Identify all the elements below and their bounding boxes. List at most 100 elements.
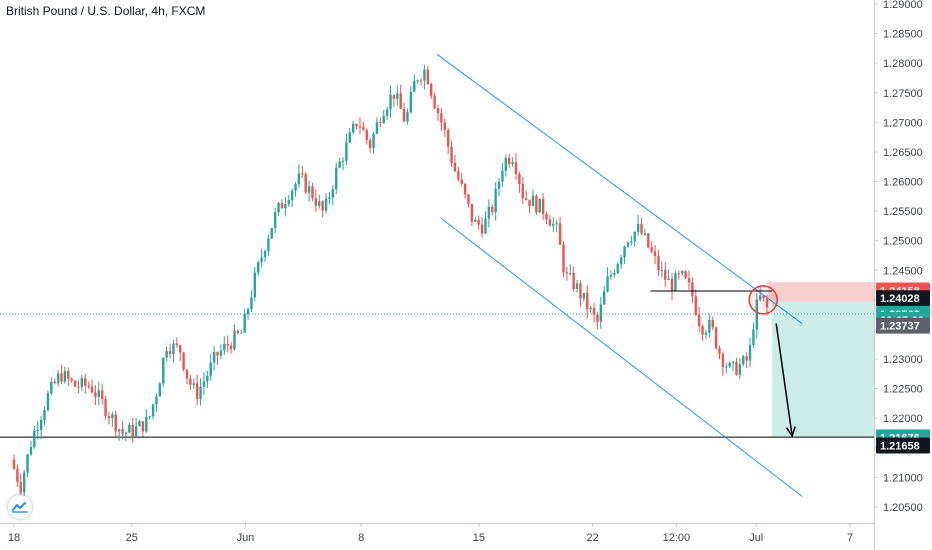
candle-body: [440, 113, 443, 123]
candle-body: [596, 314, 599, 322]
candle-body: [453, 163, 457, 172]
candle-body: [718, 348, 721, 354]
candle-body: [158, 383, 162, 397]
candle-body: [29, 447, 33, 455]
channel-upper-line[interactable]: [436, 53, 803, 324]
candle-body: [650, 247, 653, 252]
candle-body: [12, 459, 16, 469]
entry-marker-circle[interactable]: [748, 285, 778, 315]
candle-body: [657, 256, 660, 271]
candle-body: [484, 218, 487, 234]
candle-body: [731, 361, 735, 363]
candle-body: [433, 95, 436, 109]
candle-body: [413, 81, 416, 92]
candle-body: [701, 326, 704, 335]
down-arrow-shaft[interactable]: [775, 323, 793, 437]
chart-title: British Pound / U.S. Dollar, 4h, FXCM: [6, 4, 206, 18]
time-axis[interactable]: 18 25 Jun 8 15 22 12:00 Jul 7: [8, 523, 853, 544]
candle-body: [633, 231, 636, 242]
candle-body: [46, 393, 50, 411]
candle-body: [752, 329, 755, 346]
candle-body: [742, 356, 745, 365]
candle-body: [511, 162, 514, 165]
candle-body: [541, 198, 545, 215]
candle-body: [535, 195, 538, 213]
candle-body: [555, 223, 558, 225]
tradingview-logo-icon[interactable]: [8, 495, 32, 519]
stop-loss-zone[interactable]: [768, 282, 874, 302]
candle-body: [321, 201, 324, 211]
candle-body: [168, 350, 172, 355]
candle-body: [385, 109, 389, 116]
candle-body: [382, 115, 385, 123]
candle-body: [145, 416, 148, 432]
candle-body: [307, 186, 311, 193]
candle-body: [311, 186, 314, 199]
channel-lower-line[interactable]: [440, 217, 803, 497]
candle-body: [338, 161, 341, 168]
take-profit-zone[interactable]: [772, 301, 874, 438]
candles-layer: [12, 64, 769, 500]
candle-body: [704, 332, 708, 335]
candle-body: [246, 309, 250, 314]
price-axis[interactable]: 1.205001.210001.215001.220001.225001.230…: [874, 0, 923, 514]
candle-body: [436, 108, 440, 114]
candle-body: [84, 378, 87, 386]
candle-body: [19, 482, 22, 493]
y-tick-label: 1.24500: [883, 265, 923, 277]
candle-body: [250, 297, 253, 310]
candle-body: [185, 369, 189, 379]
candle-body: [162, 357, 165, 384]
candle-body: [664, 270, 667, 280]
candle-body: [494, 188, 497, 213]
candle-body: [619, 257, 623, 265]
candle-body: [104, 399, 107, 417]
candle-body: [521, 183, 524, 199]
candle-body: [77, 386, 80, 388]
candle-body: [63, 371, 67, 382]
candle-body: [589, 307, 592, 310]
candle-body: [616, 264, 619, 274]
candle-body: [697, 314, 701, 327]
candle-body: [694, 296, 697, 315]
candle-body: [345, 142, 348, 161]
candle-body: [301, 173, 304, 175]
candle-body: [430, 84, 433, 96]
candle-body: [324, 198, 328, 211]
x-tick-label: Jul: [749, 532, 763, 544]
candle-body: [548, 219, 552, 226]
price-label-text: 1.21658: [880, 440, 920, 452]
candle-body: [287, 200, 290, 205]
candle-body: [419, 80, 423, 82]
candle-body: [67, 371, 70, 379]
candle-body: [16, 468, 19, 483]
candle-body: [396, 93, 399, 99]
candle-body: [260, 257, 263, 263]
candle-body: [372, 133, 375, 149]
candle-body: [474, 219, 477, 222]
candle-body: [626, 242, 630, 247]
price-label: 1.21658: [876, 437, 930, 454]
y-tick-label: 1.25000: [883, 236, 923, 248]
candle-body: [491, 207, 494, 213]
candle-body: [362, 126, 365, 130]
candle-body: [636, 223, 640, 232]
candle-body: [399, 93, 402, 109]
candle-body: [87, 385, 90, 387]
x-tick-label: 15: [473, 532, 485, 544]
candle-body: [552, 223, 555, 226]
candle-body: [745, 356, 748, 361]
candle-body: [670, 278, 674, 291]
candle-body: [124, 432, 128, 434]
candle-body: [565, 272, 569, 274]
x-tick-label: 12:00: [663, 532, 691, 544]
candle-body: [297, 173, 301, 185]
candle-body: [538, 198, 541, 213]
y-tick-label: 1.21000: [883, 472, 923, 484]
candle-body: [592, 307, 596, 315]
candle-body: [358, 126, 362, 128]
candle-body: [392, 94, 396, 99]
candle-body: [111, 414, 114, 418]
